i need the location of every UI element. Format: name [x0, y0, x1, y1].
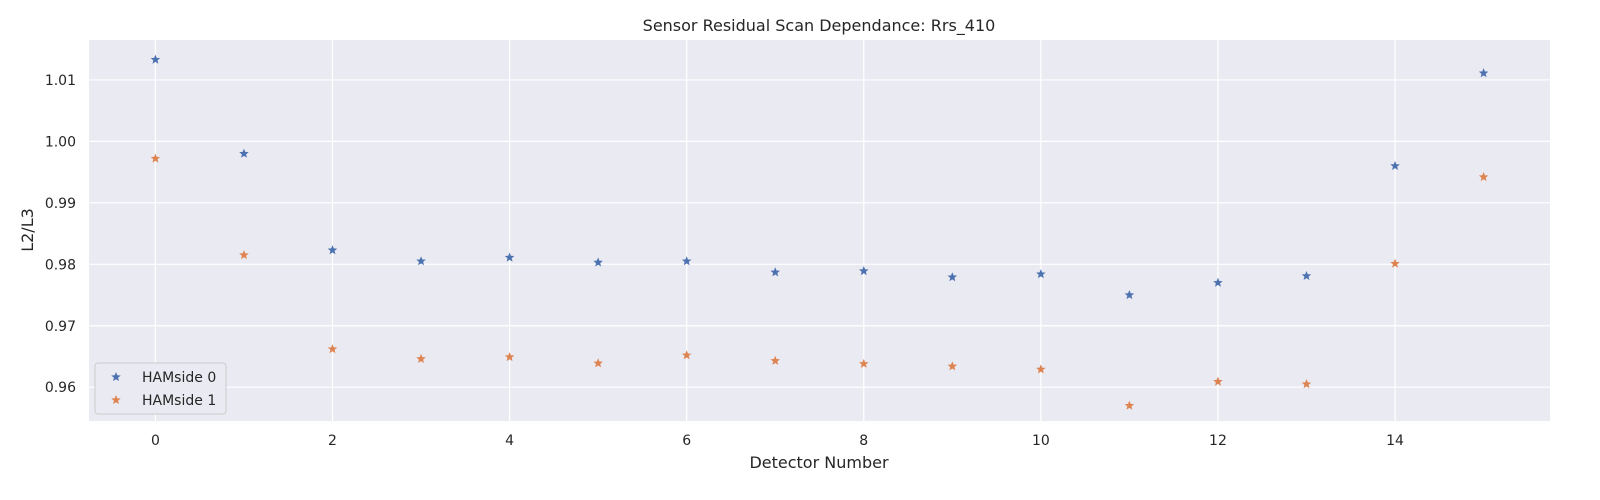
y-axis-title: L2/L3	[18, 208, 37, 252]
legend-marker-hamside-1	[111, 395, 121, 405]
legend-marker-star	[111, 372, 121, 382]
x-tick-label: 10	[1032, 433, 1050, 449]
grid-lines	[89, 40, 1550, 421]
chart-title: Sensor Residual Scan Dependance: Rrs_410	[643, 16, 996, 36]
data-point-hamside-1	[1036, 364, 1046, 374]
data-point-hamside-0	[504, 252, 515, 262]
y-tick-label: 0.98	[45, 257, 76, 273]
data-point-hamside-1	[150, 153, 161, 163]
y-tick-label: 0.99	[45, 196, 76, 212]
data-point-hamside-0	[327, 245, 338, 255]
data-point-hamside-1	[593, 358, 603, 368]
y-tick-label: 1.00	[45, 134, 76, 150]
data-point-hamside-0	[681, 256, 692, 266]
data-point-hamside-1	[859, 358, 869, 368]
data-point-hamside-1	[1213, 376, 1223, 386]
x-tick-label: 14	[1386, 433, 1404, 449]
y-tick-label: 1.01	[45, 73, 76, 89]
data-point-hamside-1	[416, 353, 426, 363]
data-point-hamside-0	[593, 257, 603, 267]
data-point-hamside-0	[1390, 160, 1400, 171]
x-tick-labels: 0 2 4 6 8 10 12 14	[151, 433, 1404, 449]
data-point-hamside-1	[239, 250, 249, 260]
y-tick-label: 0.96	[45, 380, 76, 396]
legend-label-hamside-1: HAMside 1	[142, 393, 216, 409]
x-tick-label: 6	[682, 433, 691, 449]
legend-marker-hamside-0	[111, 372, 121, 382]
x-tick-label: 0	[151, 433, 160, 449]
data-point-hamside-1	[1124, 400, 1135, 410]
y-tick-labels: 0.96 0.97 0.98 0.99 1.00 1.01	[45, 73, 76, 396]
x-tick-label: 2	[328, 433, 337, 449]
data-point-hamside-0	[1213, 277, 1223, 287]
data-point-hamside-1	[1478, 172, 1489, 182]
data-point-hamside-1	[770, 355, 780, 365]
data-point-hamside-0	[416, 256, 426, 266]
data-point-hamside-0	[150, 54, 161, 64]
data-point-hamside-1	[947, 361, 958, 371]
x-tick-label: 4	[505, 433, 514, 449]
data-points	[150, 54, 1489, 410]
legend-marker-star	[111, 395, 121, 405]
legend-label-hamside-0: HAMside 0	[142, 370, 216, 386]
legend: HAMside 0 HAMside 1	[94, 362, 227, 415]
data-point-hamside-0	[947, 272, 958, 282]
x-tick-label: 12	[1209, 433, 1227, 449]
data-point-hamside-0	[770, 267, 780, 277]
data-point-hamside-1	[681, 350, 692, 360]
data-point-hamside-0	[1478, 68, 1489, 78]
data-point-hamside-0	[1036, 269, 1046, 279]
data-point-hamside-0	[859, 266, 869, 276]
data-point-hamside-0	[239, 148, 249, 158]
data-point-hamside-0	[1124, 290, 1135, 300]
plot-background	[89, 40, 1550, 421]
x-axis-title: Detector Number	[749, 453, 889, 472]
legend-box	[94, 362, 227, 415]
data-point-hamside-1	[327, 344, 338, 354]
data-point-hamside-1	[1390, 258, 1400, 268]
y-tick-label: 0.97	[45, 319, 76, 335]
data-point-hamside-1	[504, 352, 515, 362]
x-tick-label: 8	[859, 433, 868, 449]
data-point-hamside-1	[1301, 379, 1312, 389]
data-point-hamside-0	[1301, 270, 1312, 281]
